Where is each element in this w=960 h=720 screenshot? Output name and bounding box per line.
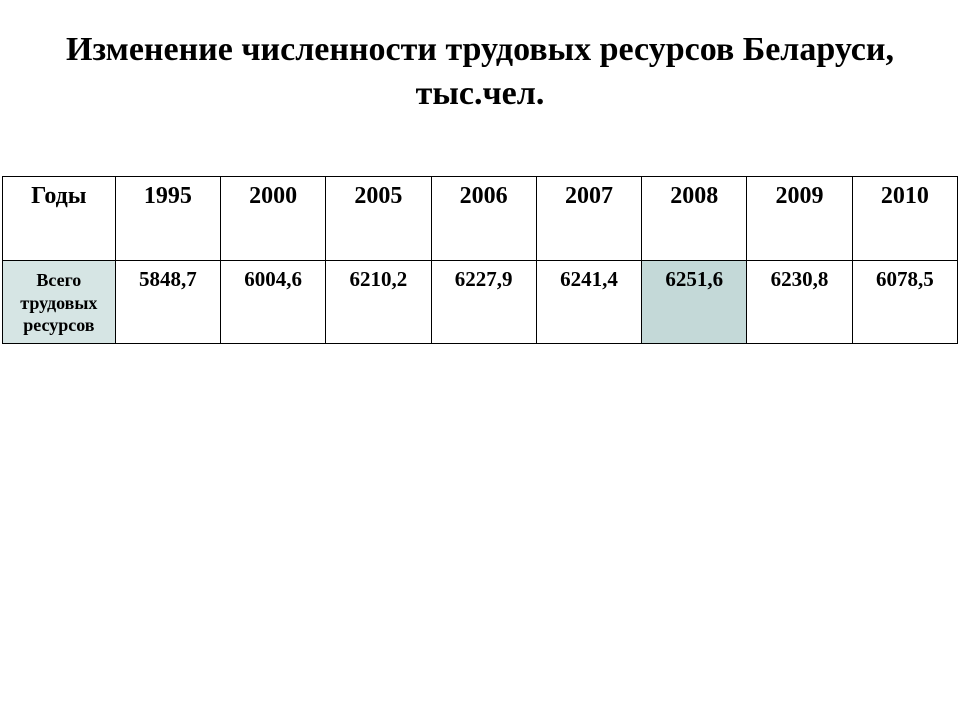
data-cell-value: 6241,4 (536, 261, 641, 344)
data-cell-value: 6227,9 (431, 261, 536, 344)
data-cell-row-label: Всего трудовых ресурсов (3, 261, 116, 344)
header-cell-year: 2000 (220, 177, 325, 261)
header-cell-year: 2007 (536, 177, 641, 261)
header-cell-year: 1995 (115, 177, 220, 261)
data-cell-value: 5848,7 (115, 261, 220, 344)
header-cell-years-label: Годы (3, 177, 116, 261)
header-cell-year: 2005 (326, 177, 431, 261)
table-container: Годы 1995 2000 2005 2006 2007 2008 2009 … (0, 116, 960, 344)
header-cell-year: 2008 (642, 177, 747, 261)
table-data-row: Всего трудовых ресурсов 5848,7 6004,6 62… (3, 261, 958, 344)
data-cell-value: 6004,6 (220, 261, 325, 344)
header-cell-year: 2009 (747, 177, 852, 261)
labor-resources-table: Годы 1995 2000 2005 2006 2007 2008 2009 … (2, 176, 958, 344)
table-header-row: Годы 1995 2000 2005 2006 2007 2008 2009 … (3, 177, 958, 261)
data-cell-value: 6251,6 (642, 261, 747, 344)
data-cell-value: 6210,2 (326, 261, 431, 344)
data-cell-value: 6230,8 (747, 261, 852, 344)
data-cell-value: 6078,5 (852, 261, 957, 344)
header-cell-year: 2010 (852, 177, 957, 261)
header-cell-year: 2006 (431, 177, 536, 261)
page-title: Изменение численности трудовых ресурсов … (0, 0, 960, 116)
